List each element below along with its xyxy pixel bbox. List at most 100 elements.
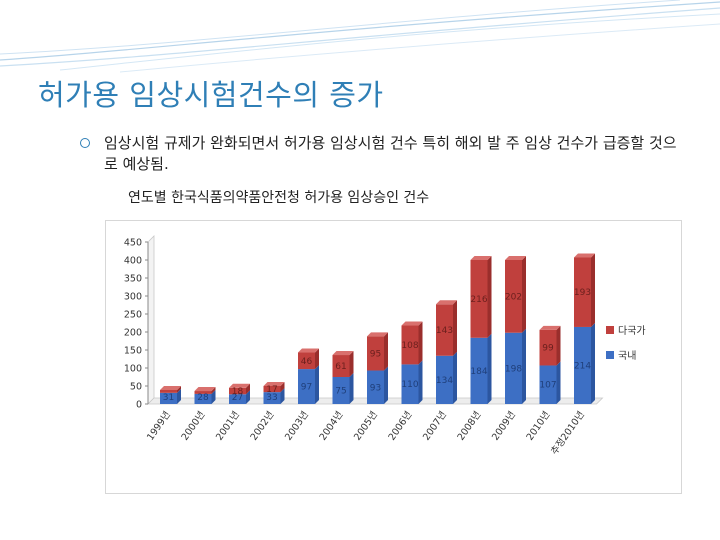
x-tick-label: 1999년 — [145, 409, 173, 442]
bar-domestic — [263, 392, 281, 404]
x-tick-label: 2010년 — [525, 409, 553, 442]
x-tick-label: 2009년 — [490, 409, 518, 442]
bar-top — [298, 348, 319, 353]
y-tick-label: 250 — [124, 310, 142, 321]
bar-domestic-side — [522, 328, 526, 404]
y-tick-label: 400 — [124, 256, 142, 267]
chart-frame: 0 50 100 150 200 250 300 350 400 450 31 1999년 28 2000… — [105, 220, 682, 494]
bar-domestic-side — [418, 360, 423, 404]
y-tick-label: 450 — [124, 238, 142, 249]
bar-domestic-side — [487, 333, 492, 404]
data-label-domestic: 75 — [335, 387, 346, 397]
bar-top — [263, 382, 285, 386]
x-tick-label: 2006년 — [387, 409, 415, 442]
bar-multinational — [539, 329, 557, 366]
bar-domestic — [470, 337, 488, 404]
bar-multinational-side — [246, 383, 250, 395]
y-tick-label: 150 — [124, 346, 142, 357]
bar-domestic — [332, 377, 350, 404]
bar-multinational — [332, 355, 350, 377]
bar-domestic-side — [177, 388, 181, 404]
bar-domestic-side — [246, 390, 250, 404]
x-tick-label: 2005년 — [352, 409, 380, 442]
bar-top — [539, 325, 561, 330]
bar-domestic — [505, 332, 522, 404]
data-label-multinational: 61 — [335, 362, 346, 372]
bar-domestic — [194, 393, 212, 404]
data-label-domestic: 31 — [163, 393, 174, 403]
bar-top — [160, 385, 181, 390]
bar-top — [574, 253, 595, 258]
bar-domestic-side — [384, 366, 388, 404]
bar-domestic — [539, 365, 557, 404]
data-label-domestic: 198 — [505, 364, 522, 374]
x-tick-label: 2001년 — [214, 409, 242, 442]
stacked-bar-chart: 0 50 100 150 200 250 300 350 400 450 31 1999년 28 2000… — [124, 235, 646, 457]
bar-multinational-side — [522, 256, 526, 333]
data-label-multinational: 95 — [370, 349, 381, 359]
slide-title: 허가용 임상시험건수의 증가 — [38, 78, 384, 112]
bar-domestic — [229, 394, 246, 404]
bar-multinational — [505, 260, 522, 333]
y-tick-label: 350 — [124, 274, 142, 285]
bar-top — [194, 387, 216, 392]
header-swoosh-decoration — [0, 0, 720, 73]
bar-multinational — [160, 389, 177, 393]
x-tick-label: 2000년 — [180, 409, 208, 442]
data-label-multinational: 17 — [266, 385, 277, 395]
bar-domestic — [436, 355, 453, 404]
data-label-multinational: 99 — [542, 344, 554, 354]
bar-top — [436, 300, 457, 305]
y-tick-label: 100 — [124, 364, 142, 375]
bar-multinational — [574, 257, 591, 327]
bar-domestic — [298, 369, 315, 404]
bar-multinational-side — [418, 321, 423, 365]
legend-swatch — [606, 351, 614, 359]
data-label-domestic: 184 — [470, 367, 487, 377]
y-tick-label: 300 — [124, 292, 142, 303]
bar-multinational-side — [487, 256, 492, 338]
bar-multinational-side — [556, 325, 561, 366]
bar-domestic-side — [591, 322, 595, 404]
x-tick-label: 2008년 — [456, 409, 484, 442]
data-label-multinational: 108 — [401, 341, 418, 351]
bar-top — [401, 321, 423, 326]
bar-top — [367, 332, 388, 337]
bar-domestic-side — [315, 365, 319, 404]
bullet-text: 임상시험 규제가 완화되면서 허가용 임상시험 건수 특히 해외 발 주 임상 … — [104, 134, 677, 173]
bar-top — [470, 256, 492, 260]
bullet-circle-icon — [80, 138, 90, 148]
data-label-multinational: 202 — [505, 292, 522, 302]
legend-swatch — [606, 326, 614, 334]
bar-top — [229, 383, 250, 388]
bar-domestic — [401, 364, 419, 404]
data-label-domestic: 97 — [301, 383, 312, 393]
bar-domestic — [367, 370, 384, 404]
bar-multinational — [401, 325, 419, 365]
data-label-domestic: 27 — [232, 393, 243, 403]
chart-caption: 연도별 한국식품의약품안전청 허가용 임상승인 건수 — [128, 190, 430, 206]
y-tick-label: 200 — [124, 328, 142, 339]
bar-multinational-side — [453, 300, 457, 356]
data-label-multinational: 216 — [470, 295, 487, 305]
bar-multinational — [298, 352, 315, 370]
data-label-domestic: 93 — [370, 383, 381, 393]
bar-multinational — [263, 386, 281, 393]
bar-domestic-side — [349, 373, 354, 404]
bar-domestic — [160, 392, 177, 404]
bar-domestic-side — [211, 389, 216, 404]
bar-top — [505, 256, 526, 260]
data-label-domestic: 214 — [574, 361, 591, 371]
bar-multinational — [436, 304, 453, 356]
bar-multinational-side — [591, 253, 595, 327]
y-tick-label: 0 — [136, 400, 142, 411]
data-label-domestic: 134 — [436, 376, 453, 386]
bar-multinational-side — [384, 332, 388, 371]
x-tick-label: 추정2010년 — [549, 409, 587, 457]
x-tick-label: 2002년 — [249, 409, 277, 442]
data-label-domestic: 33 — [266, 393, 277, 403]
data-label-multinational: 193 — [574, 288, 591, 298]
bar-multinational-side — [211, 387, 216, 394]
legend-label: 국내 — [618, 350, 636, 362]
bar-top — [332, 351, 354, 356]
